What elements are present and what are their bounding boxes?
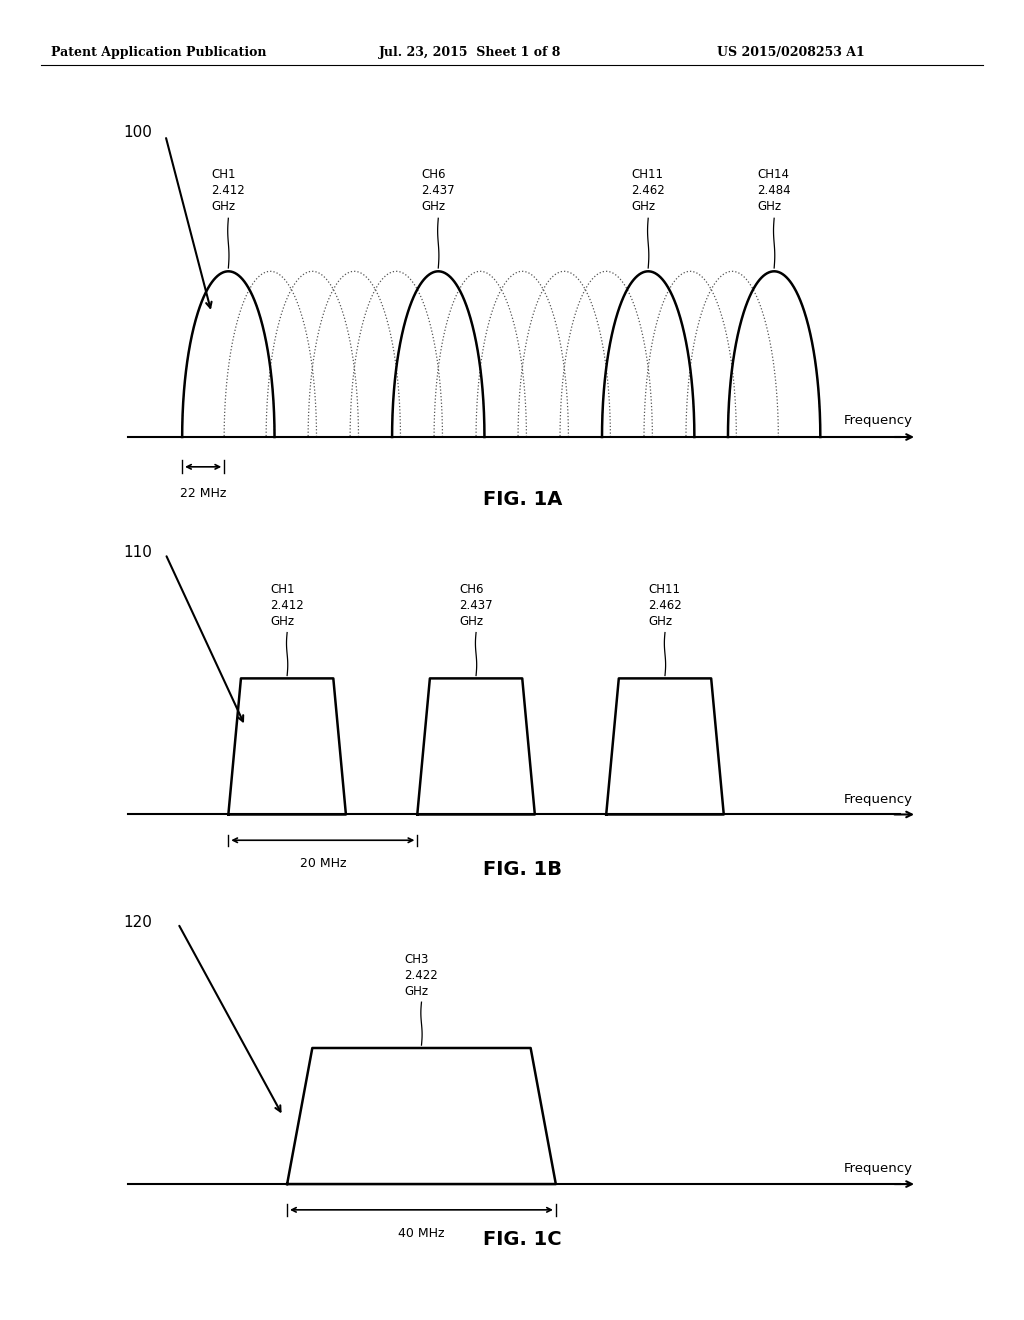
Text: 20 MHz: 20 MHz	[300, 858, 346, 870]
Text: FIG. 1C: FIG. 1C	[483, 1230, 561, 1249]
Text: 22 MHz: 22 MHz	[180, 487, 226, 500]
Polygon shape	[606, 678, 724, 814]
Text: FIG. 1A: FIG. 1A	[482, 490, 562, 510]
Text: 100: 100	[124, 125, 153, 140]
Text: 110: 110	[124, 545, 153, 560]
Text: Frequency: Frequency	[844, 1163, 912, 1176]
Text: CH11
2.462
GHz: CH11 2.462 GHz	[648, 583, 682, 628]
Text: CH14
2.484
GHz: CH14 2.484 GHz	[758, 169, 791, 214]
Text: Patent Application Publication: Patent Application Publication	[51, 46, 266, 59]
Polygon shape	[287, 1048, 556, 1184]
Text: Jul. 23, 2015  Sheet 1 of 8: Jul. 23, 2015 Sheet 1 of 8	[379, 46, 561, 59]
Text: FIG. 1B: FIG. 1B	[482, 861, 562, 879]
Text: US 2015/0208253 A1: US 2015/0208253 A1	[717, 46, 864, 59]
Text: CH3
2.422
GHz: CH3 2.422 GHz	[404, 953, 438, 998]
Text: CH11
2.462
GHz: CH11 2.462 GHz	[632, 169, 665, 214]
Text: CH1
2.412
GHz: CH1 2.412 GHz	[212, 169, 245, 214]
Polygon shape	[228, 678, 346, 814]
Text: 40 MHz: 40 MHz	[398, 1228, 444, 1239]
Text: CH6
2.437
GHz: CH6 2.437 GHz	[459, 583, 493, 628]
Text: CH6
2.437
GHz: CH6 2.437 GHz	[422, 169, 455, 214]
Text: CH1
2.412
GHz: CH1 2.412 GHz	[270, 583, 304, 628]
Text: Frequency: Frequency	[844, 793, 912, 807]
Text: 120: 120	[124, 915, 153, 929]
Polygon shape	[418, 678, 535, 814]
Text: Frequency: Frequency	[844, 414, 912, 428]
